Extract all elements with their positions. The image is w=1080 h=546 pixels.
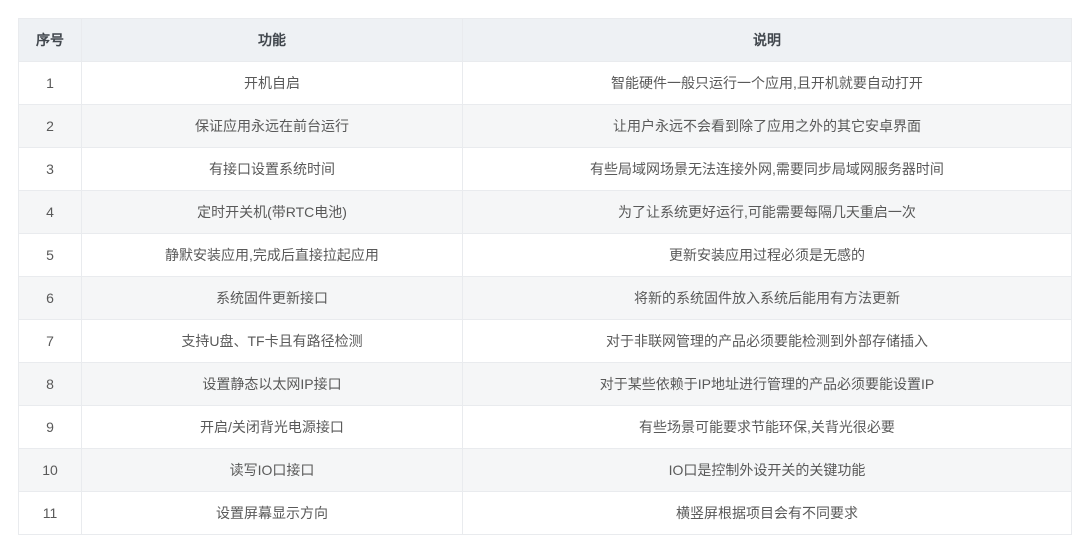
cell-no: 9 <box>18 405 82 449</box>
cell-description: 有些局域网场景无法连接外网,需要同步局域网服务器时间 <box>462 147 1072 191</box>
cell-no: 5 <box>18 233 82 277</box>
table-row: 4 定时开关机(带RTC电池) 为了让系统更好运行,可能需要每隔几天重启一次 <box>18 190 1072 234</box>
cell-no: 2 <box>18 104 82 148</box>
table-row: 9 开启/关闭背光电源接口 有些场景可能要求节能环保,关背光很必要 <box>18 405 1072 449</box>
cell-no: 11 <box>18 491 82 535</box>
cell-feature: 静默安装应用,完成后直接拉起应用 <box>81 233 463 277</box>
cell-description: 将新的系统固件放入系统后能用有方法更新 <box>462 276 1072 320</box>
cell-no: 4 <box>18 190 82 234</box>
cell-no: 1 <box>18 61 82 105</box>
table-row: 3 有接口设置系统时间 有些局域网场景无法连接外网,需要同步局域网服务器时间 <box>18 147 1072 191</box>
cell-no: 10 <box>18 448 82 492</box>
table-row: 6 系统固件更新接口 将新的系统固件放入系统后能用有方法更新 <box>18 276 1072 320</box>
cell-description: 更新安装应用过程必须是无感的 <box>462 233 1072 277</box>
column-header-description: 说明 <box>462 18 1072 62</box>
table-row: 10 读写IO口接口 IO口是控制外设开关的关键功能 <box>18 448 1072 492</box>
feature-table-container: 序号 功能 说明 1 开机自启 智能硬件一般只运行一个应用,且开机就要自动打开 … <box>18 18 1072 535</box>
cell-description: 让用户永远不会看到除了应用之外的其它安卓界面 <box>462 104 1072 148</box>
cell-feature: 设置屏幕显示方向 <box>81 491 463 535</box>
table-row: 1 开机自启 智能硬件一般只运行一个应用,且开机就要自动打开 <box>18 61 1072 105</box>
cell-feature: 支持U盘、TF卡且有路径检测 <box>81 319 463 363</box>
cell-description: IO口是控制外设开关的关键功能 <box>462 448 1072 492</box>
cell-feature: 设置静态以太网IP接口 <box>81 362 463 406</box>
table-row: 2 保证应用永远在前台运行 让用户永远不会看到除了应用之外的其它安卓界面 <box>18 104 1072 148</box>
cell-feature: 系统固件更新接口 <box>81 276 463 320</box>
cell-no: 6 <box>18 276 82 320</box>
cell-no: 7 <box>18 319 82 363</box>
cell-no: 8 <box>18 362 82 406</box>
table-row: 11 设置屏幕显示方向 横竖屏根据项目会有不同要求 <box>18 491 1072 535</box>
cell-description: 对于非联网管理的产品必须要能检测到外部存储插入 <box>462 319 1072 363</box>
cell-no: 3 <box>18 147 82 191</box>
cell-description: 为了让系统更好运行,可能需要每隔几天重启一次 <box>462 190 1072 234</box>
cell-description: 有些场景可能要求节能环保,关背光很必要 <box>462 405 1072 449</box>
cell-feature: 保证应用永远在前台运行 <box>81 104 463 148</box>
table-row: 7 支持U盘、TF卡且有路径检测 对于非联网管理的产品必须要能检测到外部存储插入 <box>18 319 1072 363</box>
cell-description: 横竖屏根据项目会有不同要求 <box>462 491 1072 535</box>
cell-feature: 开机自启 <box>81 61 463 105</box>
table-row: 8 设置静态以太网IP接口 对于某些依赖于IP地址进行管理的产品必须要能设置IP <box>18 362 1072 406</box>
cell-description: 对于某些依赖于IP地址进行管理的产品必须要能设置IP <box>462 362 1072 406</box>
table-header-row: 序号 功能 说明 <box>18 18 1072 62</box>
cell-feature: 读写IO口接口 <box>81 448 463 492</box>
feature-table: 序号 功能 说明 1 开机自启 智能硬件一般只运行一个应用,且开机就要自动打开 … <box>18 18 1072 535</box>
cell-feature: 定时开关机(带RTC电池) <box>81 190 463 234</box>
cell-feature: 开启/关闭背光电源接口 <box>81 405 463 449</box>
column-header-feature: 功能 <box>81 18 463 62</box>
column-header-no: 序号 <box>18 18 82 62</box>
cell-feature: 有接口设置系统时间 <box>81 147 463 191</box>
table-row: 5 静默安装应用,完成后直接拉起应用 更新安装应用过程必须是无感的 <box>18 233 1072 277</box>
cell-description: 智能硬件一般只运行一个应用,且开机就要自动打开 <box>462 61 1072 105</box>
